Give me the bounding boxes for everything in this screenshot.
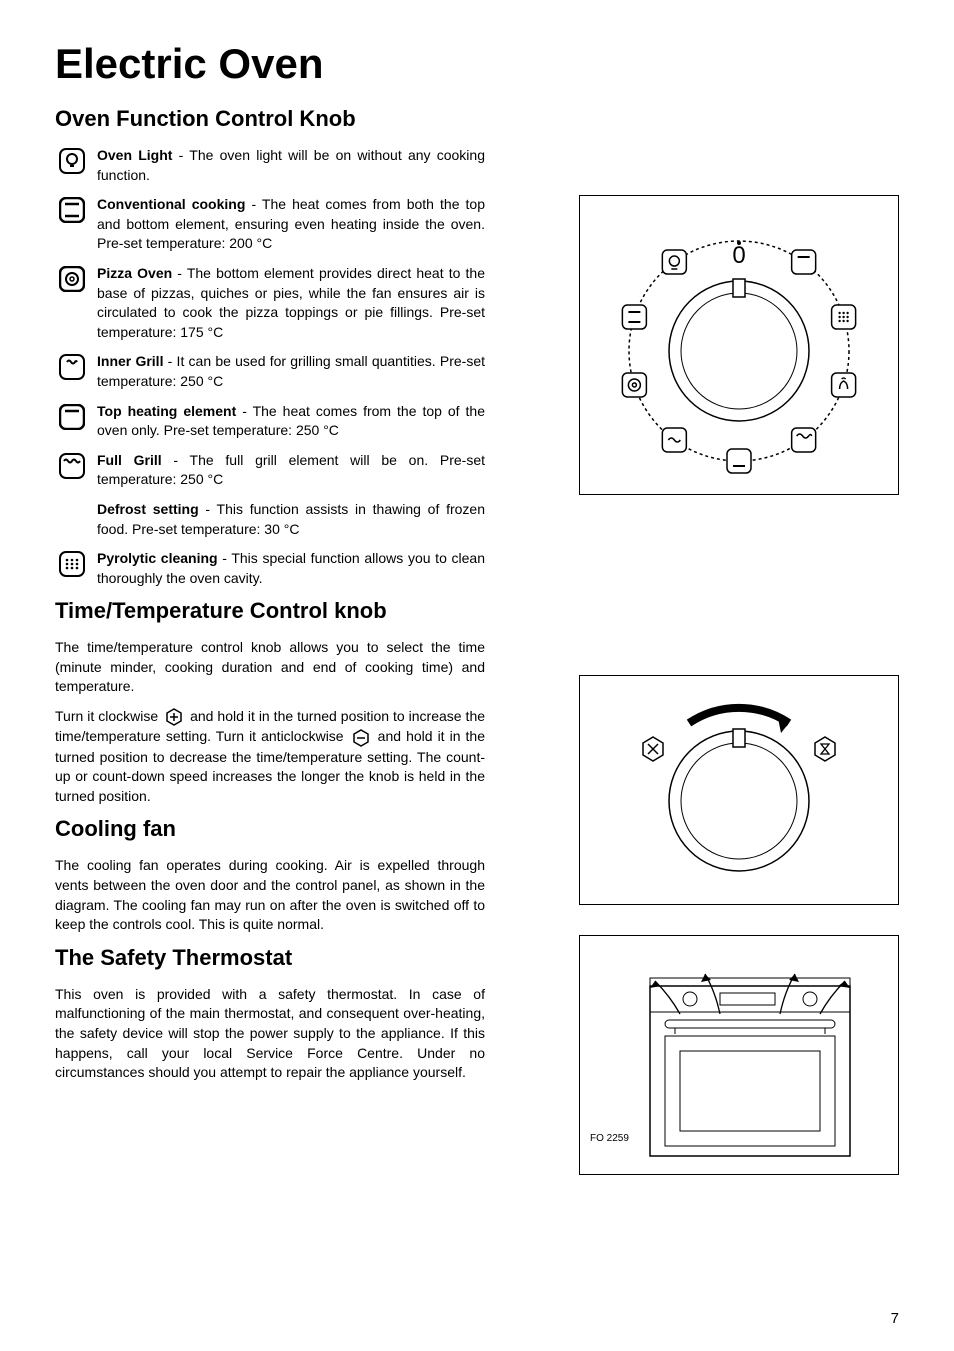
safety-paragraph: This oven is provided with a safety ther… <box>55 985 485 1083</box>
function-knob-diagram: 0 <box>579 195 899 495</box>
function-text: Defrost setting - This function assists … <box>89 500 485 539</box>
section-title-cooling: Cooling fan <box>55 816 485 842</box>
text-fragment: Turn it clockwise <box>55 708 162 724</box>
time-paragraph-2: Turn it clockwise and hold it in the tur… <box>55 707 485 806</box>
knob-minus-icon <box>351 728 371 748</box>
function-text: Oven Light - The oven light will be on w… <box>89 146 485 185</box>
section-title-safety: The Safety Thermostat <box>55 945 485 971</box>
function-row-oven-light: Oven Light - The oven light will be on w… <box>55 146 485 185</box>
page-title: Electric Oven <box>55 40 485 88</box>
oven-airflow-diagram: FO 2259 <box>579 935 899 1175</box>
function-name: Pyrolytic cleaning <box>97 550 218 566</box>
time-paragraph-1: The time/temperature control knob allows… <box>55 638 485 697</box>
function-text: Full Grill - The full grill element will… <box>89 451 485 490</box>
function-name: Defrost setting <box>97 501 199 517</box>
inner-grill-icon <box>55 352 89 380</box>
function-name: Oven Light <box>97 147 172 163</box>
section-title-knob: Oven Function Control Knob <box>55 106 485 132</box>
function-text: Top heating element - The heat comes fro… <box>89 402 485 441</box>
function-row-full-grill: Full Grill - The full grill element will… <box>55 451 485 490</box>
function-row-top-heat: Top heating element - The heat comes fro… <box>55 402 485 441</box>
function-text: Pyrolytic cleaning - This special functi… <box>89 549 485 588</box>
function-text: Inner Grill - It can be used for grillin… <box>89 352 485 391</box>
section-title-time: Time/Temperature Control knob <box>55 598 485 624</box>
top-heating-icon <box>55 402 89 430</box>
oven-light-icon <box>55 146 89 174</box>
function-list: Oven Light - The oven light will be on w… <box>55 146 485 588</box>
function-name: Inner Grill <box>97 353 163 369</box>
function-name: Conventional cooking <box>97 196 245 212</box>
function-row-inner-grill: Inner Grill - It can be used for grillin… <box>55 352 485 391</box>
function-row-defrost: Defrost setting - This function assists … <box>55 500 485 539</box>
pizza-oven-icon <box>55 264 89 292</box>
knob-zero-label: 0 <box>732 242 745 269</box>
knob-plus-icon <box>164 707 184 727</box>
pyrolytic-icon <box>55 549 89 577</box>
function-name: Top heating element <box>97 403 236 419</box>
function-name: Full Grill <box>97 452 162 468</box>
function-row-pyrolytic: Pyrolytic cleaning - This special functi… <box>55 549 485 588</box>
function-text: Pizza Oven - The bottom element provides… <box>89 264 485 342</box>
defrost-icon-placeholder <box>55 500 89 502</box>
time-knob-diagram <box>579 675 899 905</box>
full-grill-icon <box>55 451 89 479</box>
conventional-cooking-icon <box>55 195 89 223</box>
function-text: Conventional cooking - The heat comes fr… <box>89 195 485 254</box>
cooling-paragraph: The cooling fan operates during cooking.… <box>55 856 485 934</box>
diagram-label: FO 2259 <box>590 1133 629 1144</box>
function-row-conventional: Conventional cooking - The heat comes fr… <box>55 195 485 254</box>
function-name: Pizza Oven <box>97 265 172 281</box>
page-number: 7 <box>891 1310 899 1327</box>
function-row-pizza: Pizza Oven - The bottom element provides… <box>55 264 485 342</box>
